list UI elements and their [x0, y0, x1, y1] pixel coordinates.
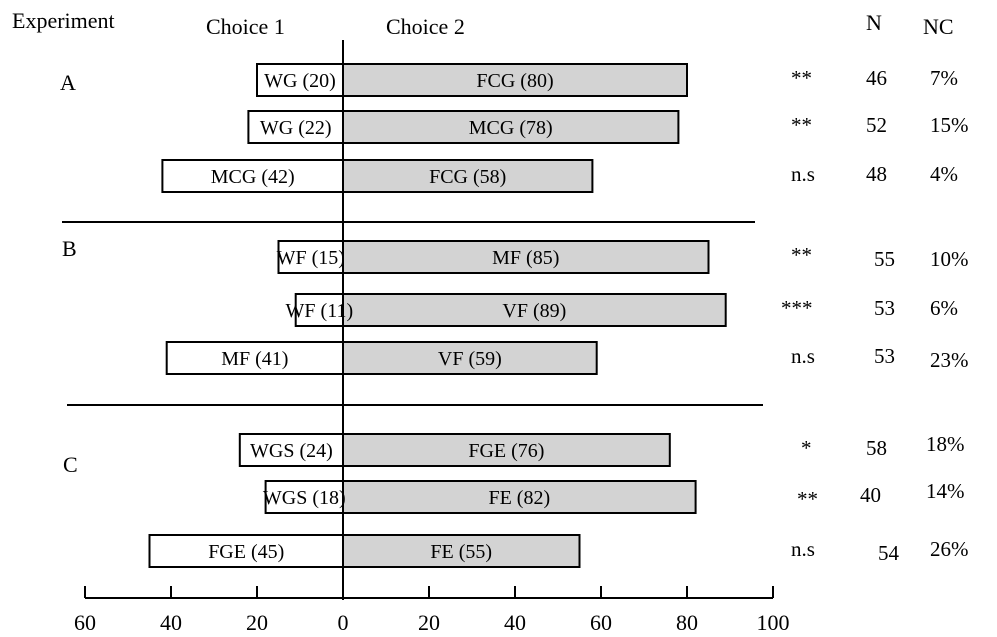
x-tick-label: 80 — [676, 610, 698, 635]
group-label-a: A — [60, 70, 76, 95]
bar-label-choice2: VF (89) — [502, 300, 566, 322]
bar-label-choice2: MCG (78) — [469, 117, 553, 139]
n-value: 48 — [866, 162, 887, 186]
bar-label-choice2: VF (59) — [438, 348, 502, 370]
significance-label: ** — [791, 66, 812, 90]
significance-label: ** — [797, 487, 818, 511]
bar-label-choice1: WG (20) — [264, 70, 336, 92]
x-tick-label: 60 — [590, 610, 612, 635]
nc-value: 10% — [930, 247, 969, 271]
significance-label: ** — [791, 113, 812, 137]
bar-choice2 — [342, 341, 598, 375]
bar-label-choice1: WGS (24) — [250, 440, 333, 462]
significance-label: * — [801, 436, 812, 460]
bar-choice1 — [161, 159, 344, 193]
bar-label-choice1: FGE (45) — [208, 541, 284, 563]
bar-choice1 — [294, 293, 345, 327]
bar-label-choice1: MF (41) — [221, 348, 288, 370]
n-value: 52 — [866, 113, 887, 137]
nc-value: 26% — [930, 537, 969, 561]
nc-value: 15% — [930, 113, 969, 137]
bar-label-choice2: MF (85) — [492, 247, 559, 269]
significance-label: *** — [781, 296, 813, 320]
significance-label: n.s — [791, 344, 815, 368]
significance-label: ** — [791, 243, 812, 267]
x-tick-label: 20 — [246, 610, 268, 635]
nc-value: 7% — [930, 66, 958, 90]
n-value: 54 — [878, 541, 899, 565]
nc-value: 14% — [926, 479, 965, 503]
n-value: 53 — [874, 344, 895, 368]
bar-label-choice1: WF (15) — [277, 247, 345, 269]
bar-choice2 — [342, 110, 680, 144]
bar-label-choice2: FCG (58) — [429, 166, 506, 188]
x-tick-label: 20 — [418, 610, 440, 635]
bar-label-choice2: FE (82) — [488, 487, 550, 509]
n-value: 58 — [866, 436, 887, 460]
n-header: N — [866, 10, 882, 35]
x-tick-label: 100 — [757, 610, 790, 635]
choice1-header: Choice 1 — [206, 14, 285, 39]
bar-label-choice1: WG (22) — [260, 117, 332, 139]
nc-value: 18% — [926, 432, 965, 456]
group-label-c: C — [63, 452, 78, 477]
nc-value: 6% — [930, 296, 958, 320]
bar-label-choice2: FCG (80) — [476, 70, 553, 92]
bar-label-choice2: FGE (76) — [468, 440, 544, 462]
experiment-header: Experiment — [12, 8, 115, 33]
bar-choice1 — [277, 240, 344, 274]
bar-choice1 — [238, 433, 344, 467]
n-value: 40 — [860, 483, 881, 507]
nc-value: 4% — [930, 162, 958, 186]
bar-label-choice1: WGS (18) — [263, 487, 346, 509]
choice2-header: Choice 2 — [386, 14, 465, 39]
bar-choice1 — [247, 110, 344, 144]
n-value: 46 — [866, 66, 887, 90]
significance-label: n.s — [791, 537, 815, 561]
bar-label-choice2: FE (55) — [430, 541, 492, 563]
x-axis: 60 40 20 0 20 40 60 80 100 — [74, 586, 790, 635]
bar-choice2 — [342, 63, 688, 97]
nc-header: NC — [923, 14, 954, 39]
x-tick-label: 0 — [338, 610, 349, 635]
nc-value: 23% — [930, 348, 969, 372]
bars-layer — [148, 63, 727, 568]
bar-label-choice1: WF (11) — [286, 300, 354, 322]
bar-label-choice1: MCG (42) — [211, 166, 295, 188]
bar-labels-layer: WG (20) FCG (80) WG (22) MCG (78) MCG (42) FC… — [208, 70, 566, 563]
x-tick-label: 40 — [504, 610, 526, 635]
n-value: 55 — [874, 247, 895, 271]
n-value: 53 — [874, 296, 895, 320]
bar-choice1 — [148, 534, 344, 568]
group-label-b: B — [62, 236, 77, 261]
bar-choice1 — [256, 63, 344, 97]
significance-label: n.s — [791, 162, 815, 186]
x-tick-label: 40 — [160, 610, 182, 635]
x-tick-label: 60 — [74, 610, 96, 635]
group-separators — [62, 221, 763, 406]
bar-choice2 — [342, 433, 671, 467]
